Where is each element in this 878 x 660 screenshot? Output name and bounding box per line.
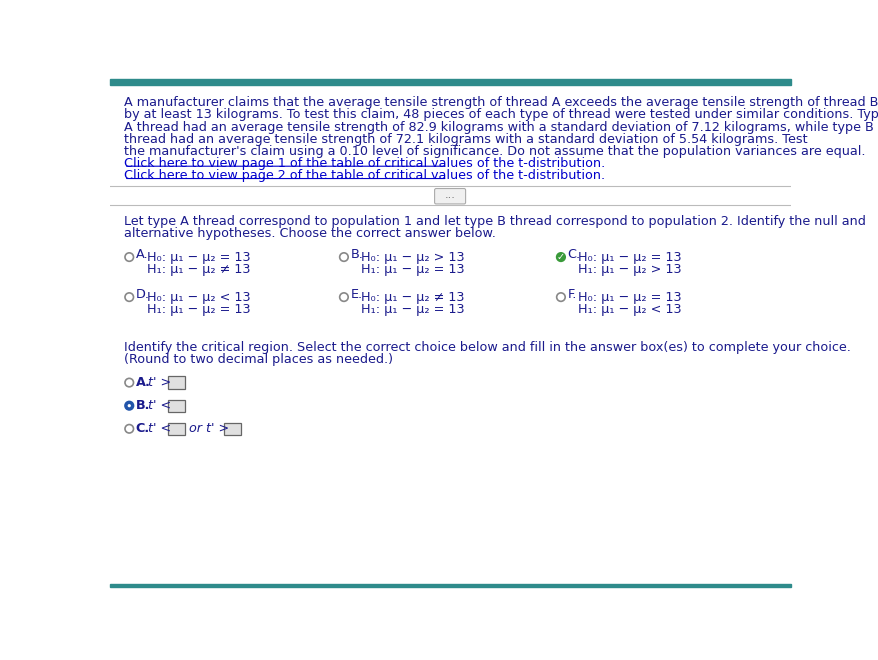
Text: t' >: t' > (148, 376, 171, 389)
Text: A.: A. (136, 376, 150, 389)
Text: thread had an average tensile strength of 72.1 kilograms with a standard deviati: thread had an average tensile strength o… (124, 133, 807, 146)
Text: Click here to view page 2 of the table of critical values of the t-distribution.: Click here to view page 2 of the table o… (124, 170, 604, 182)
Text: B.: B. (350, 248, 363, 261)
Text: A.: A. (136, 248, 148, 261)
Text: ✓: ✓ (557, 251, 565, 261)
Text: H₁: μ₁ − μ₂ = 13: H₁: μ₁ − μ₂ = 13 (147, 304, 250, 316)
Bar (110, 583, 790, 587)
Text: H₀: μ₁ − μ₂ = 13: H₀: μ₁ − μ₂ = 13 (578, 291, 681, 304)
Text: H₀: μ₁ − μ₂ < 13: H₀: μ₁ − μ₂ < 13 (147, 291, 250, 304)
Circle shape (125, 401, 133, 410)
FancyBboxPatch shape (169, 422, 185, 435)
FancyBboxPatch shape (434, 189, 465, 204)
Text: t' <: t' < (148, 399, 171, 412)
Text: H₀: μ₁ − μ₂ = 13: H₀: μ₁ − μ₂ = 13 (578, 251, 681, 264)
Text: (Round to two decimal places as needed.): (Round to two decimal places as needed.) (124, 353, 392, 366)
Text: or t' >: or t' > (189, 422, 229, 436)
FancyBboxPatch shape (169, 376, 185, 389)
Text: Identify the critical region. Select the correct choice below and fill in the an: Identify the critical region. Select the… (124, 341, 850, 354)
Text: A manufacturer claims that the average tensile strength of thread A exceeds the : A manufacturer claims that the average t… (124, 96, 877, 109)
Text: E.: E. (350, 288, 363, 302)
Text: the manufacturer's claim using a 0.10 level of significance. Do not assume that : the manufacturer's claim using a 0.10 le… (124, 145, 864, 158)
Text: H₀: μ₁ − μ₂ = 13: H₀: μ₁ − μ₂ = 13 (147, 251, 250, 264)
Text: B.: B. (136, 399, 150, 412)
Text: D.: D. (136, 288, 149, 302)
Text: H₀: μ₁ − μ₂ > 13: H₀: μ₁ − μ₂ > 13 (361, 251, 464, 264)
Text: H₀: μ₁ − μ₂ ≠ 13: H₀: μ₁ − μ₂ ≠ 13 (361, 291, 464, 304)
Text: t' <: t' < (148, 422, 171, 436)
Text: H₁: μ₁ − μ₂ ≠ 13: H₁: μ₁ − μ₂ ≠ 13 (147, 263, 250, 277)
Text: H₁: μ₁ − μ₂ < 13: H₁: μ₁ − μ₂ < 13 (578, 304, 681, 316)
Text: Click here to view page 1 of the table of critical values of the t-distribution.: Click here to view page 1 of the table o… (124, 157, 604, 170)
Text: H₁: μ₁ − μ₂ = 13: H₁: μ₁ − μ₂ = 13 (361, 263, 464, 277)
Text: by at least 13 kilograms. To test this claim, 48 pieces of each type of thread w: by at least 13 kilograms. To test this c… (124, 108, 878, 121)
Text: H₁: μ₁ − μ₂ = 13: H₁: μ₁ − μ₂ = 13 (361, 304, 464, 316)
FancyBboxPatch shape (224, 422, 241, 435)
Circle shape (556, 253, 565, 261)
Text: Let type A thread correspond to population 1 and let type B thread correspond to: Let type A thread correspond to populati… (124, 214, 865, 228)
Text: C.: C. (136, 422, 150, 436)
FancyBboxPatch shape (169, 399, 185, 412)
Text: F.: F. (567, 288, 576, 302)
Text: A thread had an average tensile strength of 82.9 kilograms with a standard devia: A thread had an average tensile strength… (124, 121, 873, 134)
Text: C.: C. (567, 248, 580, 261)
Bar (110, 79, 790, 85)
Text: ...: ... (444, 191, 455, 201)
Circle shape (127, 404, 131, 407)
Text: alternative hypotheses. Choose the correct answer below.: alternative hypotheses. Choose the corre… (124, 227, 495, 240)
Text: H₁: μ₁ − μ₂ > 13: H₁: μ₁ − μ₂ > 13 (578, 263, 681, 277)
